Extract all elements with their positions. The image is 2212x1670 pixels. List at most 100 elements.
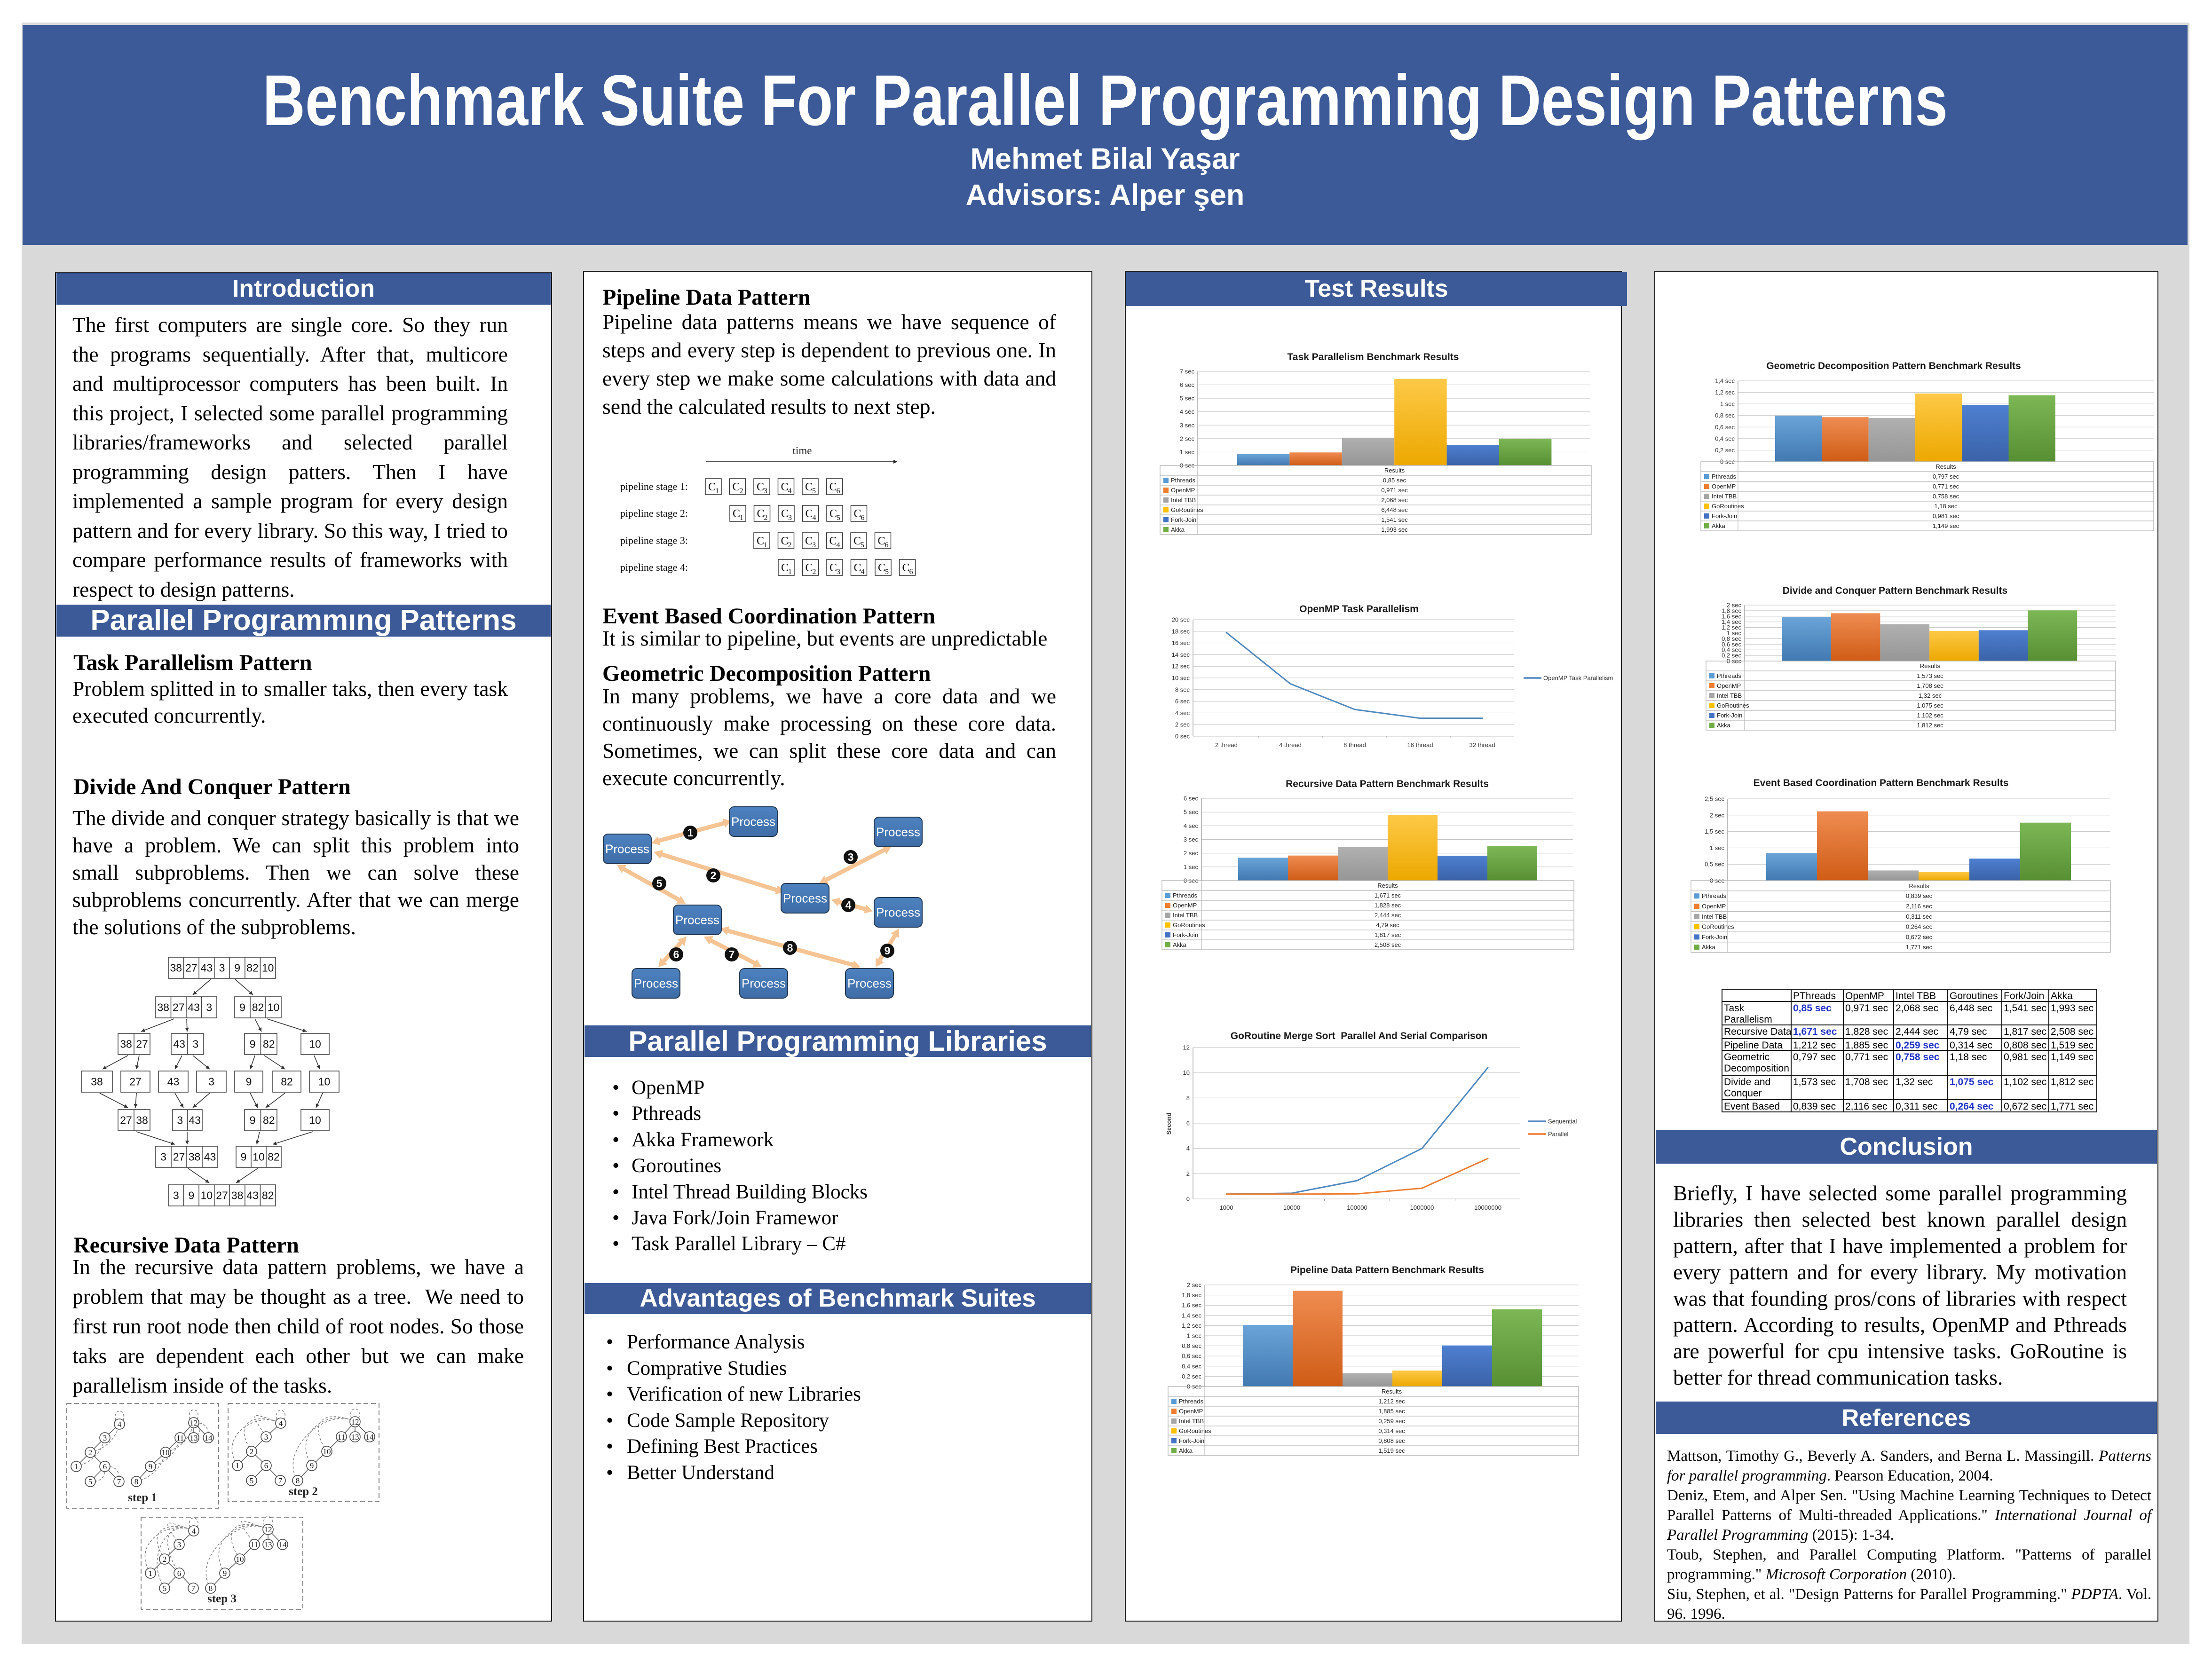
- svg-text:4,79 sec: 4,79 sec: [1376, 922, 1399, 929]
- svg-text:6: 6: [837, 487, 840, 495]
- svg-text:1: 1: [149, 1569, 153, 1578]
- svg-text:16 thread: 16 thread: [1407, 741, 1433, 748]
- svg-text:1,102 sec: 1,102 sec: [1917, 712, 1943, 719]
- svg-text:GoRoutines: GoRoutines: [1712, 503, 1744, 510]
- svg-text:4: 4: [279, 1419, 283, 1428]
- svg-text:Fork-Join: Fork-Join: [1717, 712, 1742, 719]
- svg-text:0,2 sec: 0,2 sec: [1715, 447, 1735, 454]
- svg-text:27: 27: [216, 1189, 228, 1202]
- svg-text:12: 12: [351, 1418, 359, 1426]
- svg-text:C: C: [830, 562, 837, 574]
- svg-text:10000: 10000: [1283, 1204, 1300, 1211]
- svg-text:38: 38: [170, 962, 182, 974]
- svg-text:27: 27: [185, 962, 198, 974]
- svg-text:2 sec: 2 sec: [1710, 811, 1725, 819]
- svg-text:1,812 sec: 1,812 sec: [1917, 722, 1943, 729]
- svg-text:38: 38: [231, 1189, 244, 1202]
- svg-text:C: C: [732, 481, 740, 493]
- svg-text:1,573 sec: 1,573 sec: [1917, 672, 1943, 679]
- svg-text:5: 5: [861, 541, 864, 549]
- svg-text:7: 7: [191, 1584, 196, 1593]
- svg-text:1,075 sec: 1,075 sec: [1917, 702, 1943, 709]
- svg-text:4 sec: 4 sec: [1184, 822, 1199, 829]
- svg-text:pipeline stage 1:: pipeline stage 1:: [620, 481, 688, 492]
- svg-text:1,2 sec: 1,2 sec: [1722, 624, 1741, 631]
- svg-text:10: 10: [309, 1038, 321, 1050]
- svg-text:GoRoutine Merge Sort Parallel: GoRoutine Merge Sort Parallel And Serial…: [1231, 1031, 1488, 1041]
- svg-text:Pthreads: Pthreads: [1171, 477, 1196, 484]
- svg-text:1,2 sec: 1,2 sec: [1182, 1322, 1201, 1329]
- svg-text:10 sec: 10 sec: [1172, 675, 1190, 682]
- svg-text:6: 6: [1186, 1120, 1190, 1127]
- svg-text:2,444 sec: 2,444 sec: [1375, 912, 1401, 919]
- svg-text:1 sec: 1 sec: [1184, 863, 1199, 870]
- svg-text:Process: Process: [847, 977, 892, 991]
- svg-text:C: C: [733, 508, 740, 520]
- svg-text:5: 5: [88, 1477, 93, 1486]
- svg-text:10: 10: [162, 1448, 170, 1457]
- svg-text:2,508 sec: 2,508 sec: [1375, 941, 1401, 948]
- svg-text:Intel TBB: Intel TBB: [1173, 912, 1198, 919]
- svg-text:5: 5: [163, 1584, 167, 1593]
- svg-text:C: C: [708, 481, 716, 493]
- svg-text:20 sec: 20 sec: [1172, 616, 1190, 623]
- svg-text:0,8 sec: 0,8 sec: [1722, 635, 1741, 642]
- svg-text:C: C: [781, 481, 788, 493]
- svg-text:9: 9: [241, 1151, 247, 1163]
- svg-text:Akka: Akka: [1717, 722, 1731, 729]
- svg-text:pipeline stage 3:: pipeline stage 3:: [620, 535, 688, 546]
- svg-text:10: 10: [318, 1076, 331, 1088]
- svg-text:Fork-Join: Fork-Join: [1171, 516, 1196, 523]
- svg-text:Recursive Data Pattern Benchma: Recursive Data Pattern Benchmark Results: [1286, 779, 1489, 789]
- svg-text:1,32 sec: 1,32 sec: [1919, 692, 1942, 699]
- svg-text:0,4 sec: 0,4 sec: [1182, 1363, 1201, 1370]
- svg-text:7: 7: [729, 948, 735, 961]
- svg-text:step 2: step 2: [289, 1485, 318, 1498]
- svg-text:9: 9: [149, 1462, 153, 1471]
- svg-text:OpenMP Task Parallelism: OpenMP Task Parallelism: [1543, 675, 1613, 682]
- svg-text:38: 38: [91, 1076, 103, 1088]
- svg-text:10: 10: [268, 1001, 280, 1014]
- svg-text:9: 9: [234, 962, 240, 974]
- svg-text:9: 9: [250, 1114, 256, 1126]
- svg-text:GoRoutines: GoRoutines: [1171, 506, 1203, 513]
- svg-text:82: 82: [281, 1076, 293, 1088]
- svg-text:4 sec: 4 sec: [1175, 709, 1190, 717]
- svg-text:1,18 sec: 1,18 sec: [1934, 503, 1958, 510]
- svg-text:0 sec: 0 sec: [1175, 733, 1190, 740]
- svg-text:8 thread: 8 thread: [1343, 741, 1366, 748]
- svg-text:Process: Process: [731, 815, 775, 829]
- svg-text:1,149 sec: 1,149 sec: [1933, 522, 1959, 529]
- svg-text:8: 8: [1186, 1095, 1190, 1102]
- svg-text:0,4 sec: 0,4 sec: [1722, 646, 1741, 654]
- svg-text:3: 3: [177, 1114, 183, 1126]
- svg-text:13: 13: [190, 1434, 198, 1442]
- svg-text:5: 5: [250, 1476, 254, 1485]
- svg-text:82: 82: [262, 1189, 274, 1202]
- svg-text:Akka: Akka: [1712, 522, 1726, 529]
- svg-text:C: C: [830, 508, 837, 520]
- svg-text:12: 12: [190, 1418, 198, 1427]
- svg-text:0,839 sec: 0,839 sec: [1906, 892, 1933, 899]
- svg-text:1 sec: 1 sec: [1710, 844, 1725, 851]
- svg-text:3: 3: [788, 514, 792, 522]
- svg-text:Parallel: Parallel: [1548, 1131, 1568, 1138]
- svg-text:12: 12: [264, 1525, 272, 1534]
- svg-text:GoRoutines: GoRoutines: [1717, 702, 1749, 709]
- svg-text:13: 13: [351, 1433, 359, 1442]
- svg-text:2: 2: [250, 1447, 254, 1456]
- svg-text:5 sec: 5 sec: [1184, 809, 1199, 816]
- svg-text:Intel TBB: Intel TBB: [1702, 913, 1727, 920]
- svg-text:C: C: [805, 535, 813, 547]
- svg-text:1: 1: [764, 541, 767, 549]
- svg-text:38: 38: [120, 1038, 132, 1050]
- svg-text:Results: Results: [1936, 463, 1956, 470]
- svg-text:Intel TBB: Intel TBB: [1717, 692, 1742, 699]
- svg-text:step 3: step 3: [207, 1592, 237, 1605]
- svg-text:10: 10: [1183, 1069, 1190, 1076]
- svg-text:2: 2: [788, 541, 792, 549]
- svg-text:time: time: [793, 445, 812, 457]
- svg-text:2: 2: [764, 514, 768, 522]
- svg-text:4: 4: [813, 514, 816, 522]
- svg-text:Results: Results: [1382, 1388, 1402, 1395]
